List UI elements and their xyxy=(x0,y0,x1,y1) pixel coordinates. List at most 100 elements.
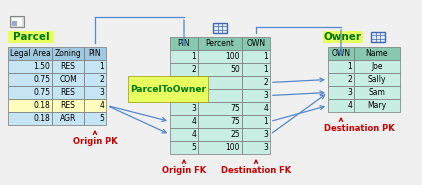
Text: 0.75: 0.75 xyxy=(33,75,50,84)
Bar xyxy=(354,73,400,86)
Bar xyxy=(170,76,198,89)
Text: RES: RES xyxy=(61,101,76,110)
Text: Sally: Sally xyxy=(368,75,386,84)
Bar xyxy=(52,99,84,112)
Bar xyxy=(242,141,270,154)
Text: 100: 100 xyxy=(225,52,240,61)
Bar xyxy=(213,23,227,33)
Bar xyxy=(170,128,198,141)
Text: Owner: Owner xyxy=(324,32,362,42)
Bar xyxy=(8,47,52,60)
Text: 3: 3 xyxy=(191,104,196,113)
FancyBboxPatch shape xyxy=(128,76,208,102)
Text: 2: 2 xyxy=(191,65,196,74)
Text: OWN: OWN xyxy=(246,39,265,48)
Bar xyxy=(84,86,106,99)
Bar xyxy=(242,128,270,141)
Text: 2: 2 xyxy=(263,78,268,87)
Bar xyxy=(198,141,242,154)
Bar xyxy=(170,141,198,154)
Bar xyxy=(198,89,242,102)
Text: 1: 1 xyxy=(99,62,104,71)
Bar xyxy=(170,89,198,102)
Text: 4: 4 xyxy=(263,104,268,113)
Text: 5: 5 xyxy=(191,143,196,152)
Bar xyxy=(52,112,84,125)
Text: 0.18: 0.18 xyxy=(33,114,50,123)
Text: 75: 75 xyxy=(230,117,240,126)
Text: 1: 1 xyxy=(347,62,352,71)
Bar xyxy=(198,37,242,50)
Text: 4: 4 xyxy=(99,101,104,110)
Text: 0.18: 0.18 xyxy=(33,101,50,110)
Text: AGR: AGR xyxy=(60,114,76,123)
Bar xyxy=(170,37,198,50)
Bar xyxy=(198,115,242,128)
Text: Origin PK: Origin PK xyxy=(73,137,117,146)
Bar xyxy=(242,102,270,115)
Text: Sam: Sam xyxy=(368,88,385,97)
Text: 25: 25 xyxy=(230,130,240,139)
Bar xyxy=(84,112,106,125)
Bar xyxy=(198,63,242,76)
Text: 0.75: 0.75 xyxy=(33,88,50,97)
Bar xyxy=(84,73,106,86)
Bar xyxy=(328,73,354,86)
Bar xyxy=(242,50,270,63)
Bar xyxy=(8,73,52,86)
Text: 3: 3 xyxy=(99,88,104,97)
Text: 2: 2 xyxy=(347,75,352,84)
Bar xyxy=(354,47,400,60)
Bar xyxy=(12,21,17,26)
Text: 3: 3 xyxy=(263,91,268,100)
Text: 1.50: 1.50 xyxy=(33,62,50,71)
Bar xyxy=(170,50,198,63)
Text: Mary: Mary xyxy=(368,101,387,110)
Bar xyxy=(242,115,270,128)
Text: ParcelToOwner: ParcelToOwner xyxy=(130,85,206,93)
Bar xyxy=(8,31,54,43)
Text: COM: COM xyxy=(59,75,77,84)
Bar xyxy=(170,115,198,128)
Text: RES: RES xyxy=(61,62,76,71)
Bar xyxy=(8,112,52,125)
Text: 1: 1 xyxy=(191,52,196,61)
Text: Parcel: Parcel xyxy=(13,32,49,42)
Text: 1: 1 xyxy=(263,117,268,126)
Bar xyxy=(242,89,270,102)
Bar xyxy=(52,47,84,60)
Bar xyxy=(242,37,270,50)
Bar xyxy=(52,73,84,86)
Bar xyxy=(242,63,270,76)
Bar xyxy=(198,102,242,115)
Text: PIN: PIN xyxy=(178,39,190,48)
Bar xyxy=(198,76,242,89)
Bar xyxy=(354,60,400,73)
Text: Origin FK: Origin FK xyxy=(162,166,206,175)
Bar xyxy=(84,47,106,60)
Text: 1: 1 xyxy=(263,65,268,74)
Text: Legal Area: Legal Area xyxy=(10,49,50,58)
Bar xyxy=(328,99,354,112)
Text: 3: 3 xyxy=(347,88,352,97)
Text: Destination PK: Destination PK xyxy=(324,124,394,133)
Text: 5: 5 xyxy=(99,114,104,123)
Text: Destination FK: Destination FK xyxy=(221,166,291,175)
Bar xyxy=(170,63,198,76)
Text: Percent: Percent xyxy=(206,39,235,48)
Bar xyxy=(354,99,400,112)
Text: OWN: OWN xyxy=(331,49,351,58)
Text: RES: RES xyxy=(61,88,76,97)
Text: Name: Name xyxy=(366,49,388,58)
Text: 1: 1 xyxy=(263,52,268,61)
Bar xyxy=(8,86,52,99)
Bar xyxy=(328,47,354,60)
Bar xyxy=(12,18,22,26)
Bar xyxy=(8,99,52,112)
Bar xyxy=(354,86,400,99)
Text: 2: 2 xyxy=(99,75,104,84)
Bar xyxy=(242,76,270,89)
Bar xyxy=(10,16,24,26)
Text: 50: 50 xyxy=(230,65,240,74)
Bar xyxy=(328,86,354,99)
